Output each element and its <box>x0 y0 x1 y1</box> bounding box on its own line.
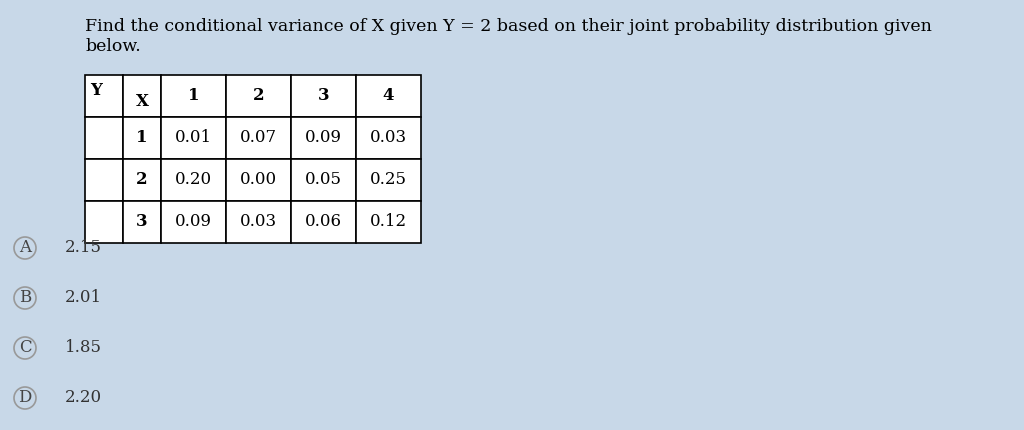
Bar <box>123 117 161 159</box>
Bar <box>291 117 356 159</box>
Text: B: B <box>18 289 31 307</box>
Bar <box>123 159 161 201</box>
Text: below.: below. <box>85 38 140 55</box>
Text: 0.03: 0.03 <box>370 129 408 147</box>
Text: 0.06: 0.06 <box>305 214 342 230</box>
Bar <box>123 75 161 117</box>
Bar <box>356 117 421 159</box>
Text: 0.07: 0.07 <box>240 129 278 147</box>
Text: X: X <box>135 92 148 110</box>
Text: 2.20: 2.20 <box>65 390 102 406</box>
Text: 0.05: 0.05 <box>305 172 342 188</box>
Text: 0.09: 0.09 <box>305 129 342 147</box>
Text: D: D <box>18 390 32 406</box>
Text: 2.01: 2.01 <box>65 289 102 307</box>
Bar <box>226 117 291 159</box>
Bar <box>85 75 123 117</box>
Text: 1.85: 1.85 <box>65 340 102 356</box>
Text: Find the conditional variance of X given Y = 2 based on their joint probability : Find the conditional variance of X given… <box>85 18 932 35</box>
Text: 1: 1 <box>136 129 147 147</box>
Bar <box>356 159 421 201</box>
Bar <box>356 75 421 117</box>
Bar <box>226 75 291 117</box>
Bar <box>226 159 291 201</box>
Text: 0.20: 0.20 <box>175 172 212 188</box>
Text: 0.09: 0.09 <box>175 214 212 230</box>
Text: 0.01: 0.01 <box>175 129 212 147</box>
Text: 0.25: 0.25 <box>370 172 407 188</box>
Text: 3: 3 <box>317 87 330 104</box>
Bar <box>356 201 421 243</box>
Bar <box>291 75 356 117</box>
Text: C: C <box>18 340 32 356</box>
Text: A: A <box>19 240 31 257</box>
Bar <box>291 201 356 243</box>
Text: 2.15: 2.15 <box>65 240 102 257</box>
Bar <box>161 75 226 117</box>
Text: 0.12: 0.12 <box>370 214 408 230</box>
Text: Y: Y <box>90 83 101 99</box>
Text: 2: 2 <box>136 172 147 188</box>
Bar <box>123 201 161 243</box>
Bar <box>161 117 226 159</box>
Bar <box>85 201 123 243</box>
Bar <box>161 201 226 243</box>
Bar <box>161 159 226 201</box>
Bar <box>291 159 356 201</box>
Bar <box>226 201 291 243</box>
Bar <box>85 159 123 201</box>
Text: 0.03: 0.03 <box>240 214 278 230</box>
Text: 4: 4 <box>383 87 394 104</box>
Text: 1: 1 <box>187 87 200 104</box>
Bar <box>85 117 123 159</box>
Text: 0.00: 0.00 <box>240 172 278 188</box>
Text: 3: 3 <box>136 214 147 230</box>
Text: 2: 2 <box>253 87 264 104</box>
